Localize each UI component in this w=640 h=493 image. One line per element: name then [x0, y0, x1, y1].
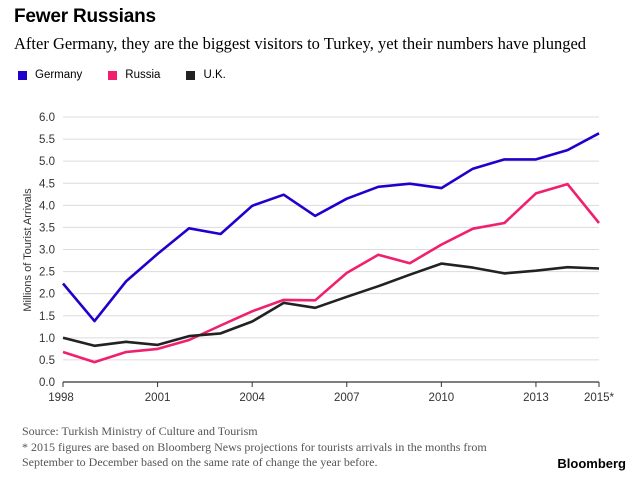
- gridlines: [63, 116, 599, 383]
- chart-footnote: Source: Turkish Ministry of Culture and …: [22, 424, 522, 471]
- y-tick-label: 4.0: [39, 200, 55, 212]
- y-tick-label: 0.5: [39, 355, 55, 367]
- legend-swatch-russia: [108, 70, 118, 80]
- footnote-text: * 2015 figures are based on Bloomberg Ne…: [22, 439, 487, 470]
- y-axis-label: Millions of Tourist Arrivals: [22, 188, 34, 312]
- y-tick-label: 1.0: [39, 333, 55, 345]
- legend-label-germany: Germany: [35, 69, 83, 81]
- legend-label-uk: U.K.: [203, 69, 226, 81]
- y-tick-label: 5.5: [39, 134, 55, 146]
- x-tick-label: 1998: [48, 392, 74, 404]
- y-tick-label: 5.0: [39, 156, 55, 168]
- legend-item-russia: Russia: [108, 69, 160, 81]
- y-tick-label: 3.0: [39, 245, 55, 257]
- x-tick-label: 2015*: [584, 392, 615, 404]
- y-tick-label: 3.5: [39, 222, 55, 234]
- x-tick-label: 2010: [429, 392, 455, 404]
- y-tick-label: 2.5: [39, 267, 55, 279]
- legend-swatch-uk: [186, 70, 196, 80]
- line-chart: 0.00.51.01.52.02.53.03.54.04.55.05.56.0 …: [22, 112, 615, 404]
- series-line-germany: [62, 132, 600, 323]
- series-line-uk: [62, 262, 600, 348]
- y-axis-ticks: 0.0 0.5 1.0 1.5 2.0 2.5 3.0 3.5 4.0 4.5 5.0 5.5 6.0: [39, 112, 55, 389]
- legend-item-germany: Germany: [18, 69, 82, 81]
- legend-swatch-germany: [18, 70, 27, 80]
- series-lines: [62, 132, 601, 364]
- chart-subtitle: After Germany, they are the biggest visi…: [14, 34, 587, 53]
- x-tick-label: 2007: [334, 392, 360, 404]
- x-tick-label: 2013: [523, 392, 549, 404]
- y-tick-label: 2.0: [39, 289, 55, 301]
- series-line-russia: [62, 182, 601, 364]
- y-tick-label: 4.5: [39, 178, 55, 190]
- x-tick-label: 2001: [145, 392, 171, 404]
- chart-title: Fewer Russians: [14, 6, 156, 27]
- bloomberg-logo: Bloomberg: [557, 456, 626, 471]
- legend: Germany Russia U.K.: [18, 69, 252, 81]
- x-tick-label: 2004: [239, 392, 265, 404]
- y-tick-label: 1.5: [39, 311, 55, 323]
- legend-label-russia: Russia: [125, 69, 161, 81]
- y-tick-label: 6.0: [39, 112, 55, 124]
- legend-item-uk: U.K.: [186, 69, 226, 81]
- source-text: Source: Turkish Ministry of Culture and …: [22, 424, 258, 438]
- y-tick-label: 0.0: [39, 377, 55, 389]
- x-axis-ticks: 1998 2001 2004 2007 2010 2013 2015*: [48, 382, 615, 404]
